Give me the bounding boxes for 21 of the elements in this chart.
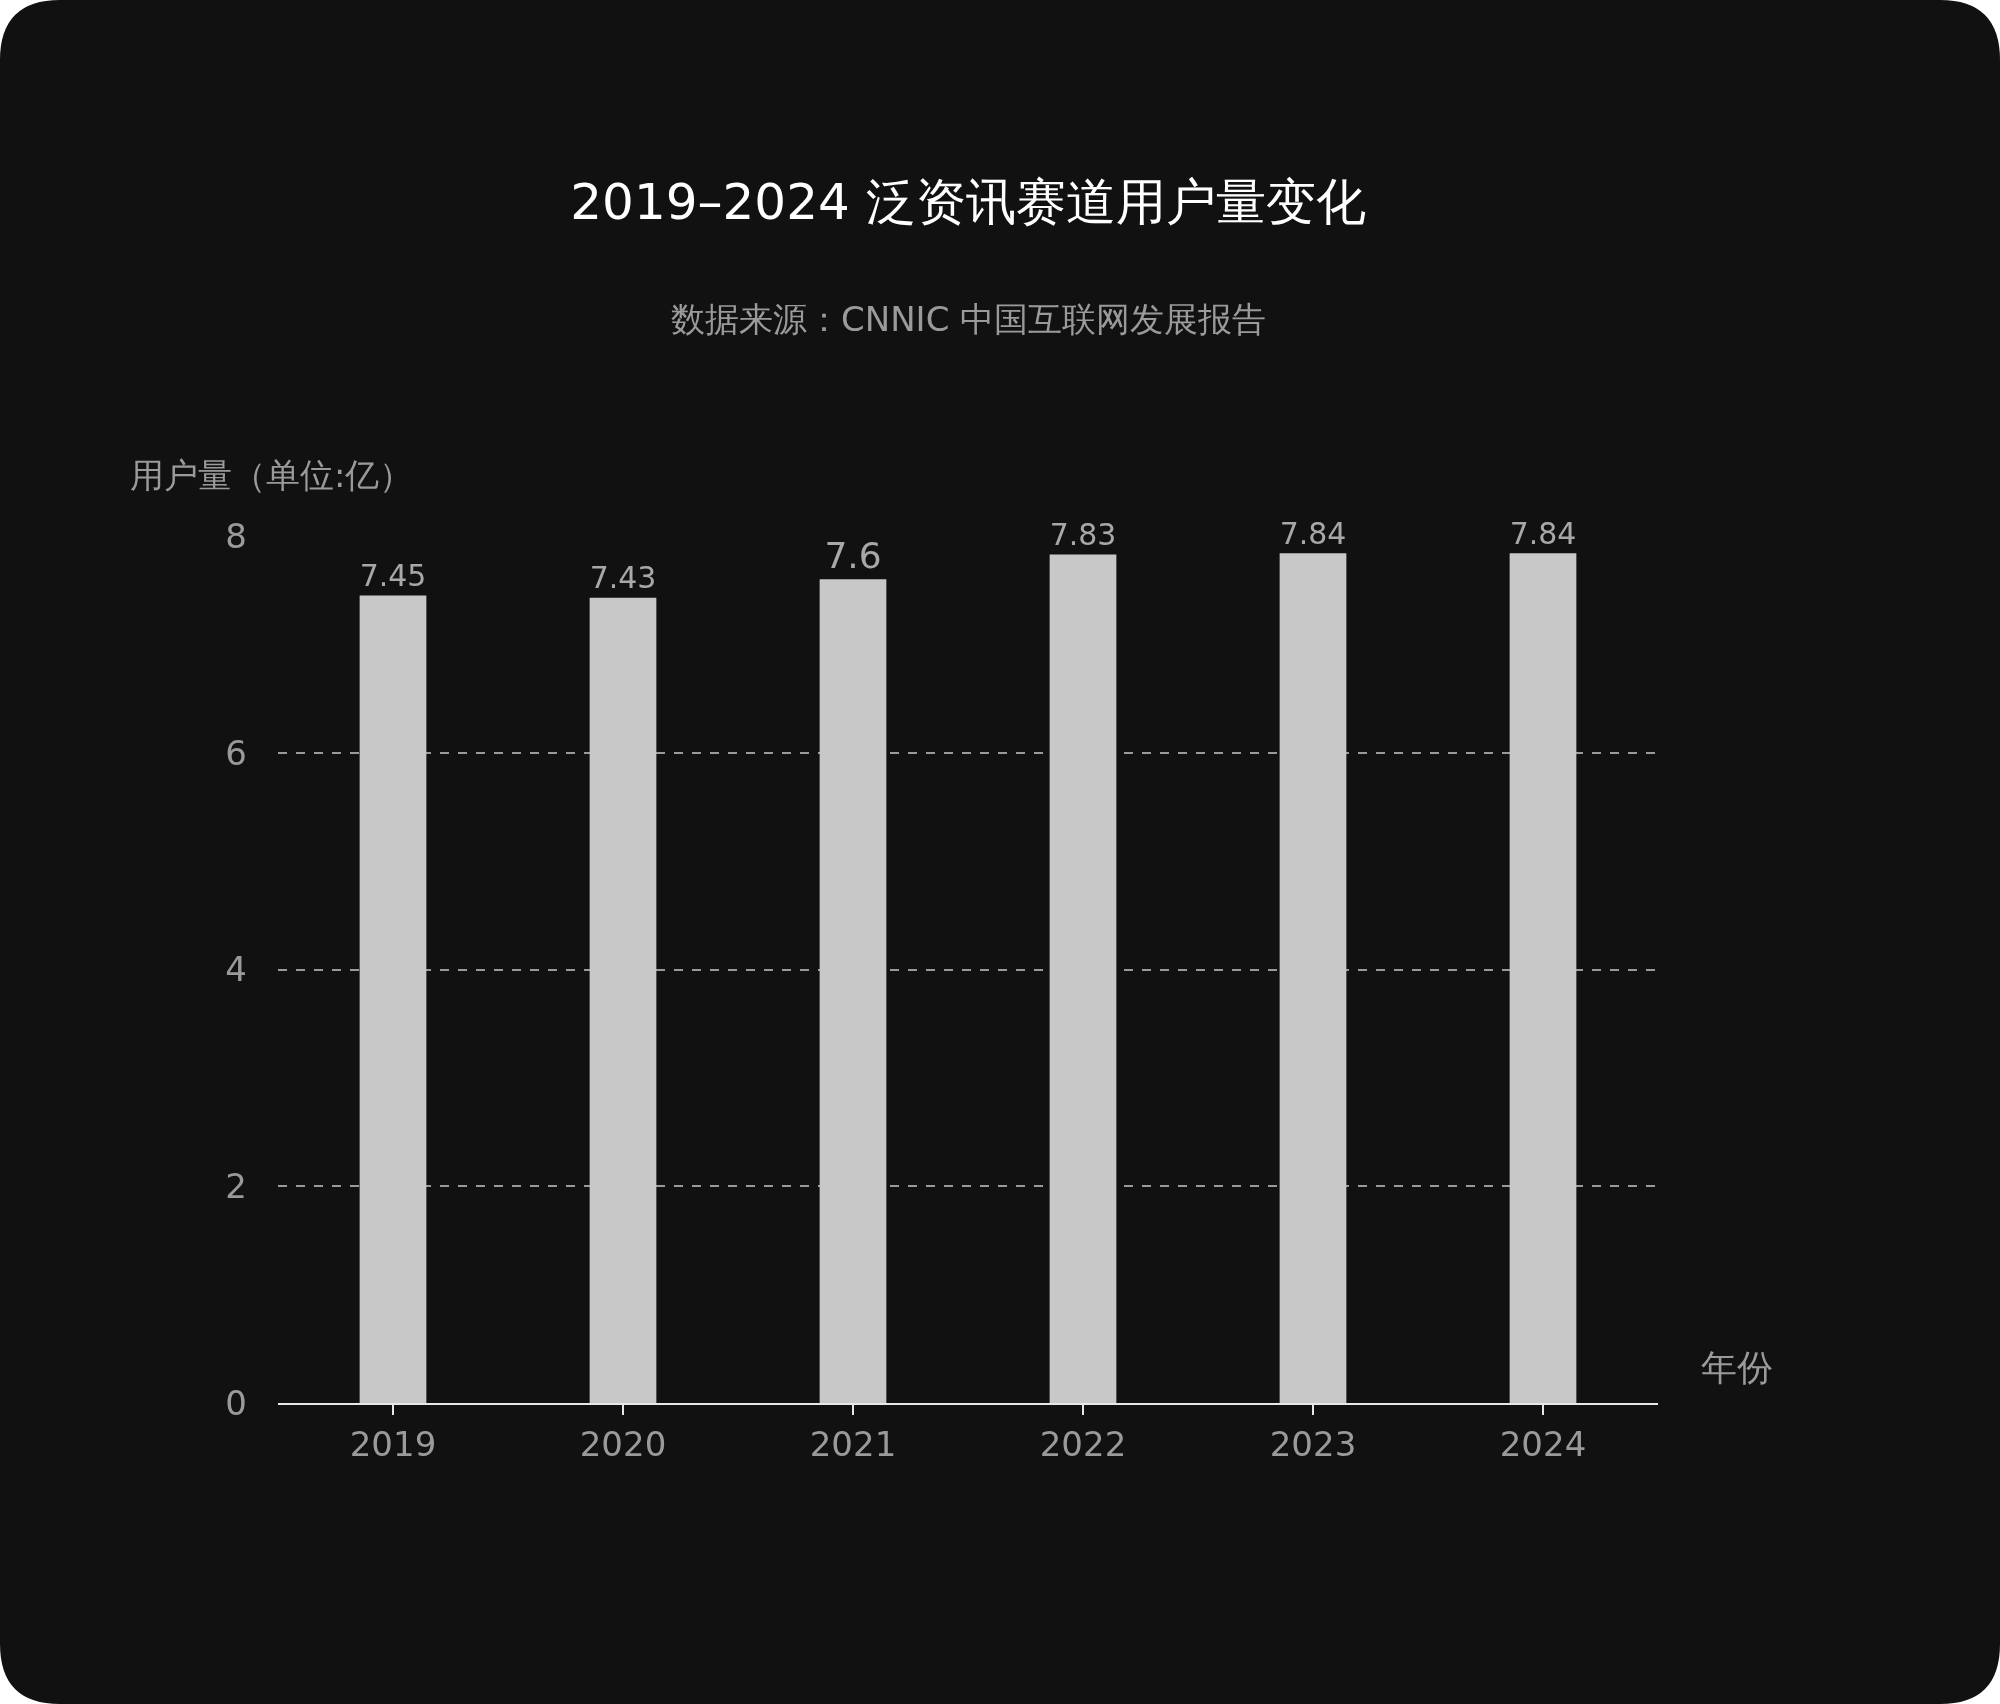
data-label: 7.43 <box>589 560 657 596</box>
x-tick-label: 2021 <box>809 1423 897 1464</box>
y-tick-label: 6 <box>225 732 247 773</box>
y-axis-title: 用户量（单位:亿） <box>130 455 414 495</box>
x-axis-title: 年份 <box>1701 1347 1773 1388</box>
y-tick-label: 2 <box>225 1166 247 1207</box>
y-tick-label: 8 <box>225 515 247 556</box>
data-label: 7.6 <box>824 535 882 577</box>
y-tick-label: 0 <box>225 1382 247 1423</box>
chart-title: 2019–2024 泛资讯赛道用户量变化 <box>570 172 1366 231</box>
x-tick-label: 2024 <box>1499 1423 1587 1464</box>
data-label: 7.84 <box>1509 515 1577 551</box>
x-tick-label: 2022 <box>1039 1423 1127 1464</box>
y-tick-label: 4 <box>225 949 247 990</box>
x-tick-label: 2019 <box>349 1423 437 1464</box>
chart-subtitle: 数据来源：CNNIC 中国互联网发展报告 <box>671 299 1267 339</box>
data-label: 7.84 <box>1279 515 1347 551</box>
x-tick-label: 2023 <box>1269 1423 1357 1464</box>
x-tick-label: 2020 <box>579 1423 667 1464</box>
data-label: 7.83 <box>1049 516 1117 552</box>
data-label: 7.45 <box>359 557 427 593</box>
